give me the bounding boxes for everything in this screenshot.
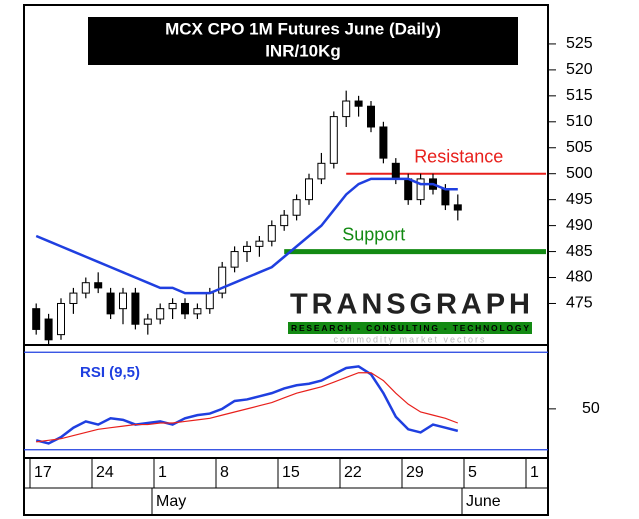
candle-body <box>280 214 289 227</box>
candle-body <box>193 308 202 315</box>
candle-body <box>143 318 152 325</box>
candle-body <box>292 199 301 216</box>
chart-subtitle: INR/10Kg <box>265 41 341 60</box>
line <box>36 372 459 443</box>
candle-body <box>131 292 140 325</box>
candle-body <box>156 308 165 320</box>
candle-body <box>57 302 65 336</box>
y-tick-label: 515 <box>566 87 593 104</box>
logo: TRANSGRAPH <box>290 289 530 321</box>
month-label: May <box>156 493 186 510</box>
candle-body <box>243 245 251 253</box>
candle-body <box>453 204 462 211</box>
candle-body <box>205 292 214 310</box>
candle-body <box>416 178 425 201</box>
logo-tagline: RESEARCH - CONSULTING - TECHNOLOGY <box>291 323 529 333</box>
candle-body <box>305 178 313 201</box>
candle-body <box>379 126 388 159</box>
candle-body <box>317 162 326 180</box>
logo-bar <box>288 322 532 334</box>
y-tick-label: 525 <box>566 35 593 52</box>
candle-body <box>81 282 90 294</box>
title-box <box>88 17 518 65</box>
y-tick-label: 510 <box>566 113 593 130</box>
y-tick-label: 520 <box>566 61 593 78</box>
candle-body <box>329 116 338 164</box>
candle-body <box>354 100 363 107</box>
x-tick-label: 22 <box>344 464 362 481</box>
candle-body <box>181 302 189 315</box>
candle-body <box>267 225 276 242</box>
candle-body <box>69 292 78 304</box>
candle-body <box>404 178 413 201</box>
candle-body <box>441 188 450 206</box>
logo-motto: commodity market vectors <box>333 334 486 344</box>
month-label: June <box>466 493 501 510</box>
annotation: Resistance <box>414 146 503 166</box>
candle-body <box>44 318 53 341</box>
line <box>35 365 459 445</box>
x-tick-label: 17 <box>34 464 52 481</box>
candle-body <box>367 105 375 128</box>
y-tick-label: 485 <box>566 243 593 260</box>
candle-body <box>32 308 41 330</box>
y-tick-label: 505 <box>566 139 593 156</box>
line <box>35 177 458 295</box>
x-tick-label: 8 <box>220 464 229 481</box>
x-tick-label: 1 <box>530 464 539 481</box>
y-tick-label: 490 <box>566 217 593 234</box>
y-tick-label: 495 <box>566 191 593 208</box>
candle-body <box>391 162 400 180</box>
candle-body <box>94 282 103 289</box>
x-tick-label: 5 <box>468 464 477 481</box>
frame <box>23 4 549 516</box>
y-tick-label: 50 <box>582 400 600 417</box>
candle-body <box>168 302 177 310</box>
x-tick-label: 15 <box>282 464 300 481</box>
annotation: Support <box>342 224 405 244</box>
candle-body <box>218 266 227 294</box>
y-tick-label: 500 <box>566 165 593 182</box>
y-tick-label: 475 <box>566 295 593 312</box>
x-tick-label: 29 <box>406 464 424 481</box>
candle-body <box>106 292 115 315</box>
y-tick-label: 480 <box>566 269 593 286</box>
candle-body <box>342 100 351 118</box>
candle-body <box>119 292 127 310</box>
x-tick-label: 24 <box>96 464 114 481</box>
candle-body <box>230 251 239 268</box>
candle-body <box>255 240 264 247</box>
chart-title: MCX CPO 1M Futures June (Daily) <box>165 19 441 38</box>
rsi-label: RSI (9,5) <box>80 364 140 381</box>
x-tick-label: 1 <box>158 464 167 481</box>
